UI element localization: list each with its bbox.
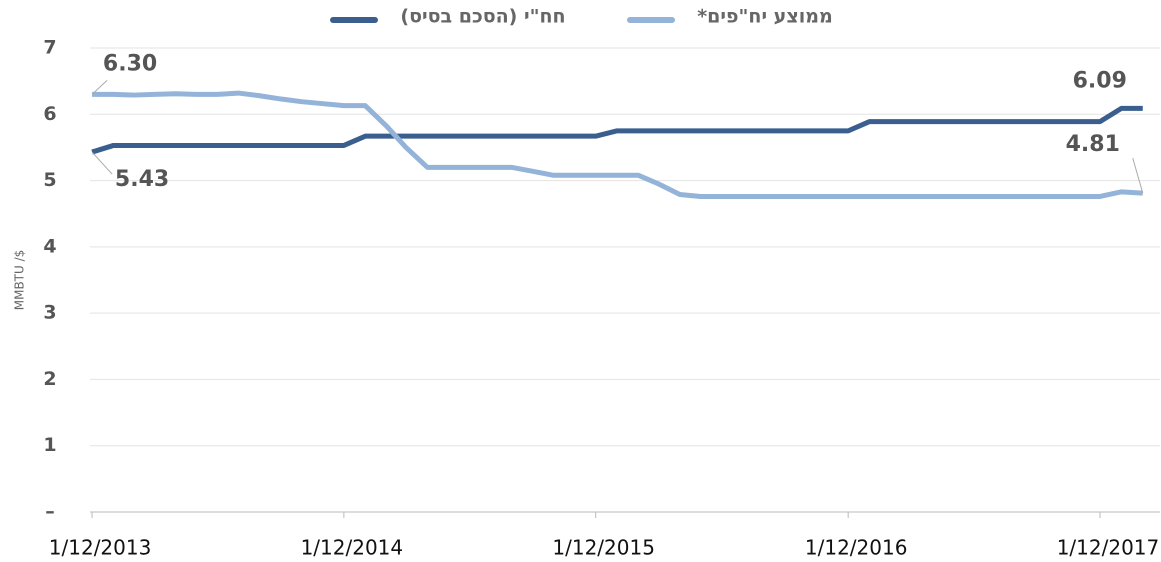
x-tick-label: 1/12/2016 <box>805 536 908 560</box>
series-line <box>91 105 1143 155</box>
label-leader <box>91 151 113 175</box>
y-tick-label: 1 <box>43 434 56 456</box>
y-tick-label: – <box>45 501 55 523</box>
x-tick-label: 1/12/2014 <box>301 536 404 560</box>
series-line <box>92 90 1143 199</box>
legend-label: ממוצע יח"פים* <box>697 6 833 28</box>
label-leader <box>1132 158 1144 194</box>
y-tick-label: 5 <box>43 169 56 191</box>
data-label: 4.81 <box>1066 132 1120 157</box>
legend-label: חח"י (הסכם בסיס) <box>400 6 565 28</box>
label-leader <box>91 80 108 95</box>
y-tick-label: 6 <box>43 103 56 125</box>
data-label: 5.43 <box>115 167 169 192</box>
data-label: 6.30 <box>103 51 157 76</box>
y-tick-label: 7 <box>43 37 56 59</box>
y-tick-label: 4 <box>43 235 56 257</box>
data-label: 6.09 <box>1073 68 1127 93</box>
x-tick-label: 1/12/2013 <box>49 536 152 560</box>
y-tick-label: 3 <box>43 302 56 324</box>
x-tick-label: 1/12/2017 <box>1057 536 1160 560</box>
y-axis-label: MMBTU /$ <box>13 250 27 311</box>
x-tick-label: 1/12/2015 <box>552 536 655 560</box>
y-tick-label: 2 <box>43 368 56 390</box>
